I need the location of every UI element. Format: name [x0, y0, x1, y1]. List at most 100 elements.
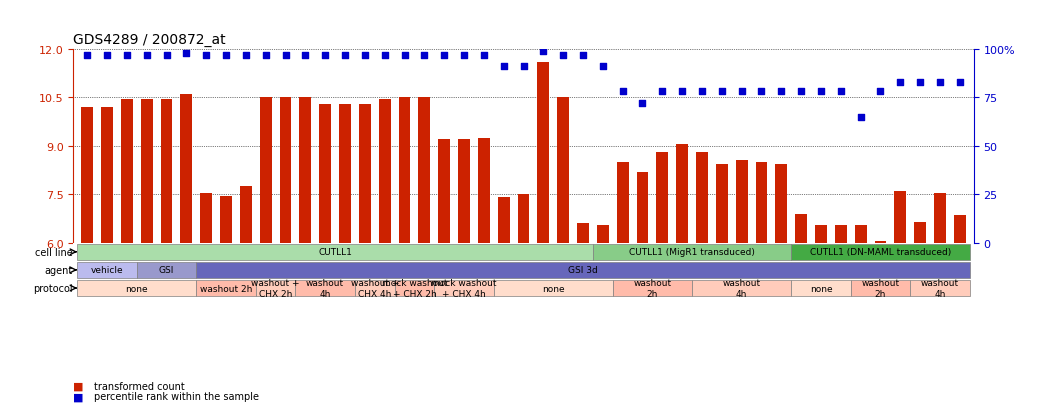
Point — [793, 89, 809, 95]
FancyBboxPatch shape — [196, 262, 970, 278]
Bar — [439, 140, 450, 243]
Bar — [379, 100, 391, 243]
Text: none: none — [126, 284, 148, 293]
Text: washout
4h: washout 4h — [306, 279, 344, 298]
Bar — [339, 104, 351, 243]
Point — [812, 89, 829, 95]
Point — [555, 52, 572, 59]
Text: washout +
CHX 2h: washout + CHX 2h — [251, 279, 299, 298]
Text: CUTLL1 (MigR1 transduced): CUTLL1 (MigR1 transduced) — [629, 248, 755, 256]
FancyBboxPatch shape — [792, 280, 851, 297]
Bar — [458, 140, 470, 243]
Text: transformed count: transformed count — [94, 381, 185, 391]
Bar — [280, 98, 291, 243]
Bar — [419, 98, 430, 243]
Bar — [120, 100, 133, 243]
FancyBboxPatch shape — [196, 280, 255, 297]
Point — [297, 52, 314, 59]
Text: none: none — [542, 284, 564, 293]
Point — [595, 64, 611, 70]
Text: GSI: GSI — [159, 266, 174, 275]
Text: washout
4h: washout 4h — [921, 279, 959, 298]
Point — [79, 52, 95, 59]
Bar — [200, 193, 213, 243]
Bar — [776, 164, 787, 243]
Point — [654, 89, 671, 95]
Point — [356, 52, 373, 59]
Point — [693, 89, 710, 95]
Point — [713, 89, 730, 95]
Point — [872, 89, 889, 95]
Bar — [736, 161, 748, 243]
Bar — [497, 198, 510, 243]
Point — [575, 52, 592, 59]
Point — [138, 52, 155, 59]
Text: washout
2h: washout 2h — [862, 279, 899, 298]
Point — [753, 89, 770, 95]
Bar — [240, 187, 251, 243]
Bar — [815, 225, 827, 243]
Point — [376, 52, 393, 59]
FancyBboxPatch shape — [77, 244, 593, 260]
Bar — [914, 222, 927, 243]
FancyBboxPatch shape — [910, 280, 970, 297]
Text: washout +
CHX 4h: washout + CHX 4h — [351, 279, 399, 298]
Point — [912, 79, 929, 86]
Point — [495, 64, 512, 70]
Point — [852, 114, 869, 121]
Point — [178, 50, 195, 57]
Bar — [854, 225, 867, 243]
Text: none: none — [809, 284, 832, 293]
Text: ■: ■ — [73, 381, 84, 391]
Bar — [696, 153, 708, 243]
Bar — [102, 108, 113, 243]
Bar — [637, 172, 648, 243]
Text: washout
4h: washout 4h — [722, 279, 761, 298]
Bar — [716, 164, 728, 243]
Point — [258, 52, 274, 59]
Text: GSI 3d: GSI 3d — [569, 266, 598, 275]
Point — [98, 52, 115, 59]
Text: cell line: cell line — [35, 247, 72, 257]
Bar — [756, 162, 767, 243]
Text: percentile rank within the sample: percentile rank within the sample — [94, 392, 260, 401]
Text: vehicle: vehicle — [91, 266, 124, 275]
Bar — [676, 145, 688, 243]
Point — [634, 100, 651, 107]
FancyBboxPatch shape — [395, 280, 435, 297]
Text: mock washout
+ CHX 4h: mock washout + CHX 4h — [431, 279, 496, 298]
Point — [932, 79, 949, 86]
Point — [198, 52, 215, 59]
Point — [218, 52, 235, 59]
Point — [475, 52, 492, 59]
Bar — [934, 193, 945, 243]
Point — [892, 79, 909, 86]
FancyBboxPatch shape — [295, 280, 355, 297]
Bar — [359, 104, 371, 243]
FancyBboxPatch shape — [77, 262, 137, 278]
FancyBboxPatch shape — [435, 280, 494, 297]
Point — [535, 48, 552, 55]
FancyBboxPatch shape — [692, 280, 792, 297]
Point — [515, 64, 532, 70]
Point — [952, 79, 968, 86]
Bar — [597, 225, 608, 243]
FancyBboxPatch shape — [593, 244, 792, 260]
Text: agent: agent — [44, 265, 72, 275]
Bar — [220, 196, 232, 243]
Text: mock washout
+ CHX 2h: mock washout + CHX 2h — [382, 279, 447, 298]
FancyBboxPatch shape — [792, 244, 970, 260]
Text: washout 2h: washout 2h — [200, 284, 252, 293]
Point — [733, 89, 750, 95]
Text: CUTLL1: CUTLL1 — [318, 248, 352, 256]
FancyBboxPatch shape — [355, 280, 395, 297]
Bar — [537, 62, 550, 243]
Point — [118, 52, 135, 59]
Bar — [160, 100, 173, 243]
Bar — [577, 224, 589, 243]
Text: washout
2h: washout 2h — [633, 279, 671, 298]
Point — [158, 52, 175, 59]
Bar — [656, 153, 668, 243]
Bar — [834, 225, 847, 243]
Bar — [82, 108, 93, 243]
